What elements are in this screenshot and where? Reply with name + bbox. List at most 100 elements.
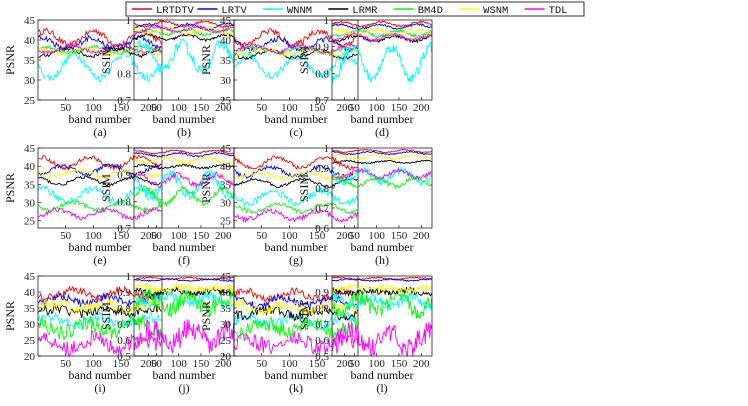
series-group [234, 286, 358, 356]
series-line-lrtdtv [234, 155, 358, 171]
axes-frame [37, 147, 163, 229]
y-tick-label: 30 [24, 198, 36, 210]
x-tick-label: 100 [85, 102, 102, 114]
series-line-lrtv [134, 151, 234, 158]
x-axis-label: band number [265, 240, 328, 254]
y-tick-label: 40 [220, 161, 232, 173]
y-tick-label: 25 [220, 335, 232, 347]
series-line-tdl [234, 330, 358, 356]
y-tick-label: 40 [24, 35, 36, 47]
series-line-wnnm [134, 38, 234, 76]
series-line-tdl [332, 321, 432, 356]
y-tick-label: 30 [24, 319, 36, 331]
legend-label: TDL [549, 5, 568, 17]
panel-caption: (i) [94, 381, 105, 395]
panel-caption: (d) [375, 125, 389, 139]
y-tick-label: 0.9 [117, 170, 131, 182]
legend-item: LRTDTV [132, 5, 195, 17]
series-line-wsnm [134, 155, 234, 165]
series-line-wsnm [38, 297, 162, 315]
y-axis-label: SSIM [297, 302, 311, 330]
series-line-wsnm [332, 153, 432, 161]
y-tick-label: 1 [126, 15, 132, 27]
series-line-lrtdtv [134, 149, 234, 155]
panel-caption: (h) [375, 253, 389, 267]
y-tick-label: 0.5 [315, 351, 329, 363]
series-group [234, 28, 358, 80]
series-line-wsnm [332, 283, 432, 295]
x-tick-label: 150 [309, 230, 326, 242]
series-group [332, 20, 432, 83]
y-tick-label: 0.9 [315, 42, 329, 54]
y-tick-label: 35 [24, 55, 36, 67]
axes-frame [233, 147, 359, 229]
x-tick-label: 50 [256, 230, 268, 242]
legend-item: LRTV [197, 5, 247, 17]
y-tick-label: 0.5 [117, 351, 131, 363]
series-line-wsnm [134, 282, 234, 295]
y-tick-label: 1 [126, 271, 132, 283]
series-line-lrtv [332, 278, 432, 283]
x-tick-label: 200 [413, 230, 430, 242]
x-tick-label: 100 [281, 102, 298, 114]
series-line-lrmr [332, 286, 432, 297]
x-tick-label: 100 [368, 230, 385, 242]
legend-label: LRTDTV [156, 5, 195, 17]
series-line-lrmr [38, 303, 162, 319]
y-tick-label: 35 [24, 179, 36, 191]
series-line-lrmr [234, 47, 358, 60]
y-axis-label: PSNR [3, 173, 17, 203]
y-tick-label: 0.8 [315, 183, 329, 195]
series-line-tdl [234, 43, 358, 55]
series-group [134, 276, 234, 354]
y-tick-label: 45 [24, 15, 36, 27]
x-tick-label: 200 [215, 230, 232, 242]
x-tick-label: 150 [309, 102, 326, 114]
y-tick-label: 1 [126, 143, 132, 155]
panel-caption: (b) [177, 125, 191, 139]
y-tick-label: 0.7 [117, 95, 131, 107]
y-tick-label: 0.8 [117, 68, 131, 80]
legend: LRTDTV LRTV WNNM LRMR BM4D WSNM TDL [125, 1, 585, 17]
y-tick-label: 30 [220, 198, 232, 210]
series-line-tdl [134, 319, 234, 354]
series-line-lrtv [38, 162, 162, 178]
y-axis-label: SSIM [297, 174, 311, 202]
x-tick-label: 150 [193, 230, 210, 242]
y-axis-label: SSIM [99, 302, 113, 330]
x-tick-label: 150 [113, 230, 130, 242]
legend-label: LRMR [352, 5, 378, 17]
y-tick-label: 35 [220, 303, 232, 315]
series-line-lrtdtv [38, 285, 162, 302]
x-tick-label: 150 [193, 358, 210, 370]
series-line-lrtv [134, 22, 234, 31]
series-line-lrmr [38, 174, 162, 187]
y-tick-label: 0.9 [315, 163, 329, 175]
x-tick-label: 100 [170, 230, 187, 242]
y-tick-label: 25 [220, 216, 232, 228]
x-tick-label: 100 [170, 358, 187, 370]
series-group [332, 276, 432, 356]
x-tick-label: 50 [151, 230, 163, 242]
legend-label: WNNM [287, 5, 312, 17]
panel-caption: (a) [93, 125, 106, 139]
x-tick-label: 100 [368, 358, 385, 370]
y-tick-label: 45 [220, 15, 232, 27]
y-tick-label: 40 [24, 161, 36, 173]
panel-caption: (k) [289, 381, 303, 395]
series-line-wnnm [332, 40, 432, 83]
y-axis-label: PSNR [3, 301, 17, 331]
series-line-tdl [332, 166, 432, 182]
y-tick-label: 25 [24, 335, 36, 347]
legend-item: BM4D [393, 5, 443, 17]
y-axis-label: PSNR [199, 173, 213, 203]
series-line-wnnm [332, 166, 432, 188]
y-tick-label: 30 [24, 75, 36, 87]
series-line-lrtdtv [332, 20, 432, 29]
series-line-lrmr [134, 32, 234, 43]
y-tick-label: 1 [324, 15, 330, 27]
